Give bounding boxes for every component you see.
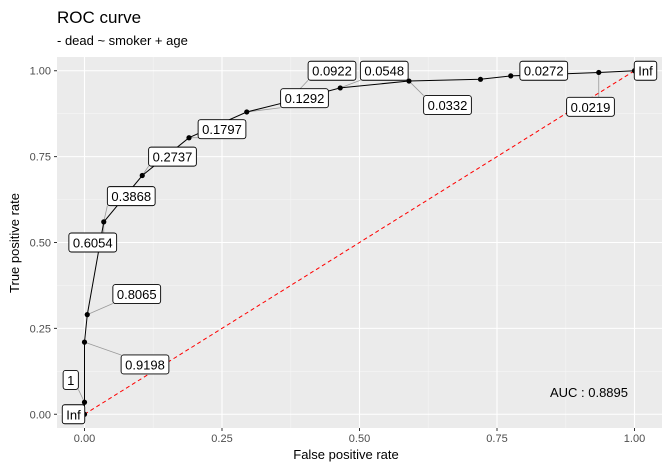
cutoff-label: 0.2737 [148, 146, 197, 167]
cutoff-label-text: 1 [67, 373, 74, 388]
cutoff-label-box [120, 354, 170, 375]
cutoff-label-text: 0.0922 [312, 64, 352, 79]
roc-point [84, 312, 90, 318]
reference-diagonal [84, 70, 635, 415]
cutoff-label: 0.9198 [120, 354, 170, 375]
roc-point [81, 339, 88, 345]
cutoff-label: 0.8065 [112, 284, 162, 304]
x-tick-label: 0.00 [74, 433, 95, 445]
y-tick-label: 0.25 [30, 323, 51, 335]
y-axis-ticks: 0.00 0.25 0.50 0.75 1.00 [30, 66, 57, 421]
cutoff-leader-line [87, 303, 114, 316]
cutoff-label-box [519, 60, 569, 81]
y-axis-title: True positive rate [7, 193, 22, 293]
y-tick-label: 0.00 [30, 409, 51, 421]
cutoff-label: 0.3868 [106, 186, 156, 207]
x-tick-label: 1.00 [624, 433, 645, 445]
cutoff-label-text: 0.1292 [285, 91, 325, 106]
cutoff-label-text: 0.1797 [202, 122, 242, 137]
cutoff-label-box [359, 60, 409, 81]
cutoff-label: 0.1797 [197, 119, 247, 140]
x-tick-label: 0.50 [349, 433, 370, 445]
cutoff-label: 0.0219 [566, 96, 615, 117]
roc-point [508, 73, 514, 79]
cutoff-label-text: 0.9198 [125, 357, 165, 372]
cutoff-leader-line [340, 79, 361, 89]
roc-point [337, 85, 343, 91]
chart-subtitle: - dead ~ smoker + age [57, 33, 188, 48]
cutoff-label-box [197, 119, 247, 140]
cutoff-label: Inf [61, 404, 86, 425]
cutoff-label: 0.0922 [307, 60, 357, 81]
cutoff-label-box [566, 96, 615, 117]
cutoff-label: 1 [62, 369, 79, 390]
roc-point [596, 69, 602, 76]
cutoff-label-box [633, 60, 658, 81]
x-axis-ticks: 0.00 0.25 0.50 0.75 1.00 [74, 428, 645, 445]
cutoff-label-box [106, 186, 156, 207]
cutoff-label-box [68, 232, 118, 253]
cutoff-label: 0.0272 [519, 60, 569, 81]
chart-title: ROC curve [57, 8, 141, 27]
cutoff-label-text: 0.2737 [153, 150, 193, 165]
cutoff-label: Inf [633, 60, 658, 81]
cutoff-leader-line [103, 205, 108, 222]
cutoff-label-text: 0.6054 [73, 236, 113, 251]
x-tick-label: 0.75 [486, 433, 507, 445]
cutoff-label-text: 0.0332 [428, 98, 468, 113]
cutoff-label-text: Inf [638, 64, 653, 79]
roc-point [244, 109, 250, 115]
cutoff-label-text: 0.3868 [111, 189, 151, 204]
cutoff-label: 0.0548 [359, 60, 409, 81]
cutoff-label-text: 0.0272 [524, 64, 564, 79]
cutoff-leader-line [408, 80, 424, 96]
y-tick-label: 0.50 [30, 238, 51, 250]
cutoff-label-box [423, 95, 472, 116]
x-axis-title: False positive rate [293, 447, 399, 462]
cutoff-label-box [62, 369, 79, 390]
cutoff-label-text: 0.0219 [571, 100, 611, 115]
roc-point [139, 172, 145, 179]
cutoff-label: 0.6054 [68, 232, 118, 253]
roc-point [477, 76, 484, 82]
cutoff-label: 0.0332 [423, 95, 472, 116]
cutoff-label-box [280, 88, 329, 109]
auc-label: AUC : 0.8895 [550, 385, 628, 400]
cutoff-label-text: 0.8065 [117, 287, 157, 302]
cutoff-label-text: Inf [66, 407, 81, 422]
cutoff-label-box [112, 284, 162, 304]
cutoff-label-box [61, 404, 86, 425]
cutoff-label: 0.1292 [280, 88, 329, 109]
cutoff-label-box [148, 146, 197, 167]
cutoff-label-box [307, 60, 357, 81]
y-tick-label: 1.00 [30, 66, 51, 78]
cutoff-leader-line [84, 341, 122, 356]
y-tick-label: 0.75 [30, 152, 51, 164]
cutoff-leader-line [246, 107, 281, 113]
roc-point [186, 135, 192, 141]
roc-point [81, 399, 88, 405]
x-tick-label: 0.25 [211, 433, 232, 445]
roc-point [101, 219, 107, 225]
cutoff-labels: Inf 1 0.9198 0.8065 0.6054 0.3868 0.2737 0.1797… [61, 60, 658, 425]
cutoff-label-text: 0.0548 [364, 64, 404, 79]
